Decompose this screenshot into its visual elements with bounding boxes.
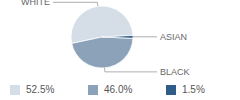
svg-text:WHITE: WHITE (21, 0, 50, 7)
html-text:52.5%: 52.5% (26, 84, 55, 95)
html-text:46.0%: 46.0% (104, 84, 133, 95)
svg-text:ASIAN: ASIAN (160, 32, 187, 42)
svg-text:BLACK: BLACK (160, 67, 190, 77)
html-text:1.5%: 1.5% (182, 84, 205, 95)
